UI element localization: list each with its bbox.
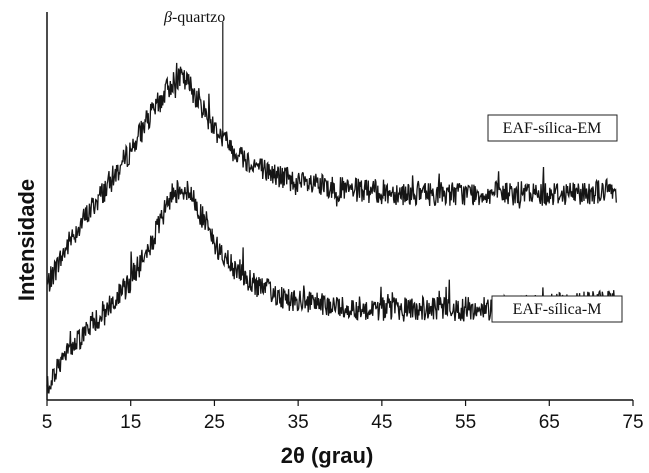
x-axis-title: 2θ (grau) [281,443,374,468]
series-layer [46,22,617,394]
x-tick-label: 35 [288,412,309,433]
svg-text:β-quartzo: β-quartzo [163,9,225,26]
x-tick-label: 45 [371,412,392,433]
legend-box-em: EAF-sílica-EM [487,114,618,142]
legend-box-m: EAF-sílica-M [491,295,623,323]
series-eaf-silica-em [46,22,617,292]
x-tick-label: 25 [204,412,225,433]
legend-label-m: EAF-sílica-M [513,301,602,318]
series-line [46,62,617,292]
series-eaf-silica-m [46,180,617,394]
legend-label-em: EAF-sílica-EM [503,120,602,137]
axes [46,12,633,401]
annotation-beta: β [163,9,172,26]
x-tick-label: 75 [622,412,643,433]
annotation-quartz: β-quartzo [163,9,225,26]
x-ticks: 5 15 25 35 45 55 65 75 [42,400,644,433]
y-axis-title: Intensidade [14,179,39,301]
x-tick-label: 5 [42,412,53,433]
x-tick-label: 55 [455,412,476,433]
annotation-label: -quartzo [172,9,225,26]
series-line [46,180,617,394]
x-tick-label: 65 [539,412,560,433]
x-tick-label: 15 [120,412,141,433]
